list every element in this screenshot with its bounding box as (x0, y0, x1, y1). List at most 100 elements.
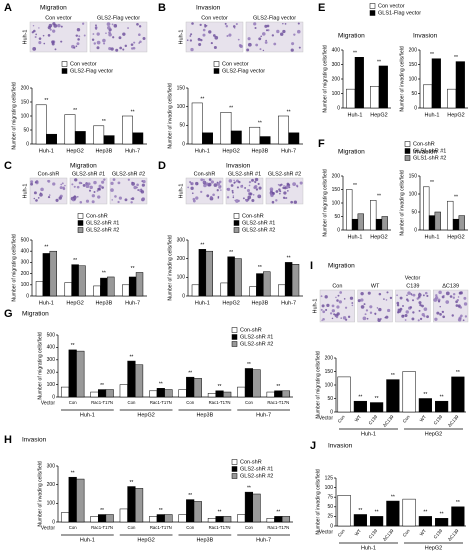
y-tick-label: 50 (179, 123, 185, 129)
cell (349, 296, 354, 300)
bar (274, 390, 283, 398)
cell (264, 41, 268, 44)
y-tick-label: 150 (21, 99, 30, 105)
cell (266, 24, 270, 28)
cell (112, 178, 116, 182)
cell (378, 292, 382, 296)
y-axis-label: Number of migrating cells/field (315, 351, 321, 418)
y-tick-label: 150 (409, 173, 418, 179)
x-tick-label: Rac1-T17N (267, 525, 289, 530)
panel-title: Invasion (226, 163, 251, 170)
bar (418, 398, 432, 413)
significance: ** (102, 270, 106, 276)
bar (266, 518, 275, 523)
bar (281, 516, 291, 523)
bar (100, 277, 108, 297)
bar (451, 376, 465, 413)
x-tick-label: C139 (368, 414, 379, 426)
significance: ** (454, 195, 458, 201)
y-tick-label: 0 (337, 105, 340, 111)
significance: ** (276, 510, 280, 516)
cell (130, 43, 134, 46)
significance: ** (353, 183, 357, 189)
cell (280, 32, 284, 36)
cell (421, 312, 425, 317)
cell (463, 302, 468, 306)
cell (459, 306, 463, 309)
bar (103, 135, 115, 145)
cell (255, 43, 259, 47)
legend-label: GLS1-Flag vector (378, 10, 421, 16)
cell (202, 33, 206, 37)
bar (97, 389, 107, 398)
y-tick-label: 200 (47, 482, 56, 488)
significance: ** (159, 382, 163, 388)
image-header: Vector (405, 275, 421, 281)
x-tick-label: ΔC139 (382, 528, 395, 542)
bar (220, 112, 232, 145)
cell (136, 22, 139, 26)
cell (35, 33, 37, 36)
cell (213, 183, 218, 187)
bar (447, 200, 454, 231)
x-tick-label: Con (186, 525, 194, 530)
cell (369, 305, 373, 309)
bar (119, 508, 128, 523)
cell (103, 42, 106, 45)
cell (88, 189, 92, 192)
cell (435, 296, 439, 300)
bar (64, 114, 76, 145)
bar (263, 271, 271, 297)
cell (401, 314, 405, 318)
group-label: Huh-1 (361, 545, 376, 551)
cell (297, 22, 300, 25)
panel: Invasion 0 50 100 150 200 Number of invading c… (399, 33, 468, 118)
legend-swatch (404, 155, 411, 161)
bar (452, 218, 460, 231)
cell (48, 23, 53, 28)
y-tick-label: 200 (332, 173, 341, 179)
cell (407, 291, 411, 295)
legend-swatch (213, 61, 220, 67)
image-label: C139 (406, 283, 419, 289)
x-tick-label: Rac1-T17N (91, 525, 113, 530)
cell (376, 307, 379, 309)
y-tick-label: 50 (327, 504, 333, 510)
cell (34, 35, 37, 38)
cell (83, 34, 86, 37)
cell (60, 40, 63, 43)
legend-swatch (77, 227, 84, 233)
bar (156, 514, 165, 523)
bar (281, 390, 291, 398)
cell (212, 193, 215, 197)
bar (186, 376, 195, 398)
cell (385, 299, 388, 301)
significance: ** (423, 510, 427, 516)
x-tick-label: Huh-7 (281, 300, 296, 306)
cell (326, 303, 330, 308)
cell (117, 181, 121, 185)
bar (278, 284, 286, 297)
cell (93, 42, 97, 45)
cell (418, 296, 421, 299)
cell (377, 318, 381, 322)
cell (75, 34, 79, 37)
cell (452, 292, 456, 296)
cell (248, 180, 252, 184)
bar (60, 512, 70, 523)
cell (271, 200, 275, 204)
cell (412, 293, 416, 297)
legend-label: Con-shR (242, 213, 264, 219)
cell (54, 48, 57, 51)
side-label: Huh-1 (178, 184, 184, 199)
cell (55, 198, 59, 202)
cell (333, 313, 336, 316)
cell (32, 46, 37, 51)
cell (254, 26, 257, 30)
cell (40, 192, 42, 194)
cell (299, 181, 303, 185)
cell (105, 32, 107, 34)
y-tick-label: 50 (327, 396, 333, 402)
